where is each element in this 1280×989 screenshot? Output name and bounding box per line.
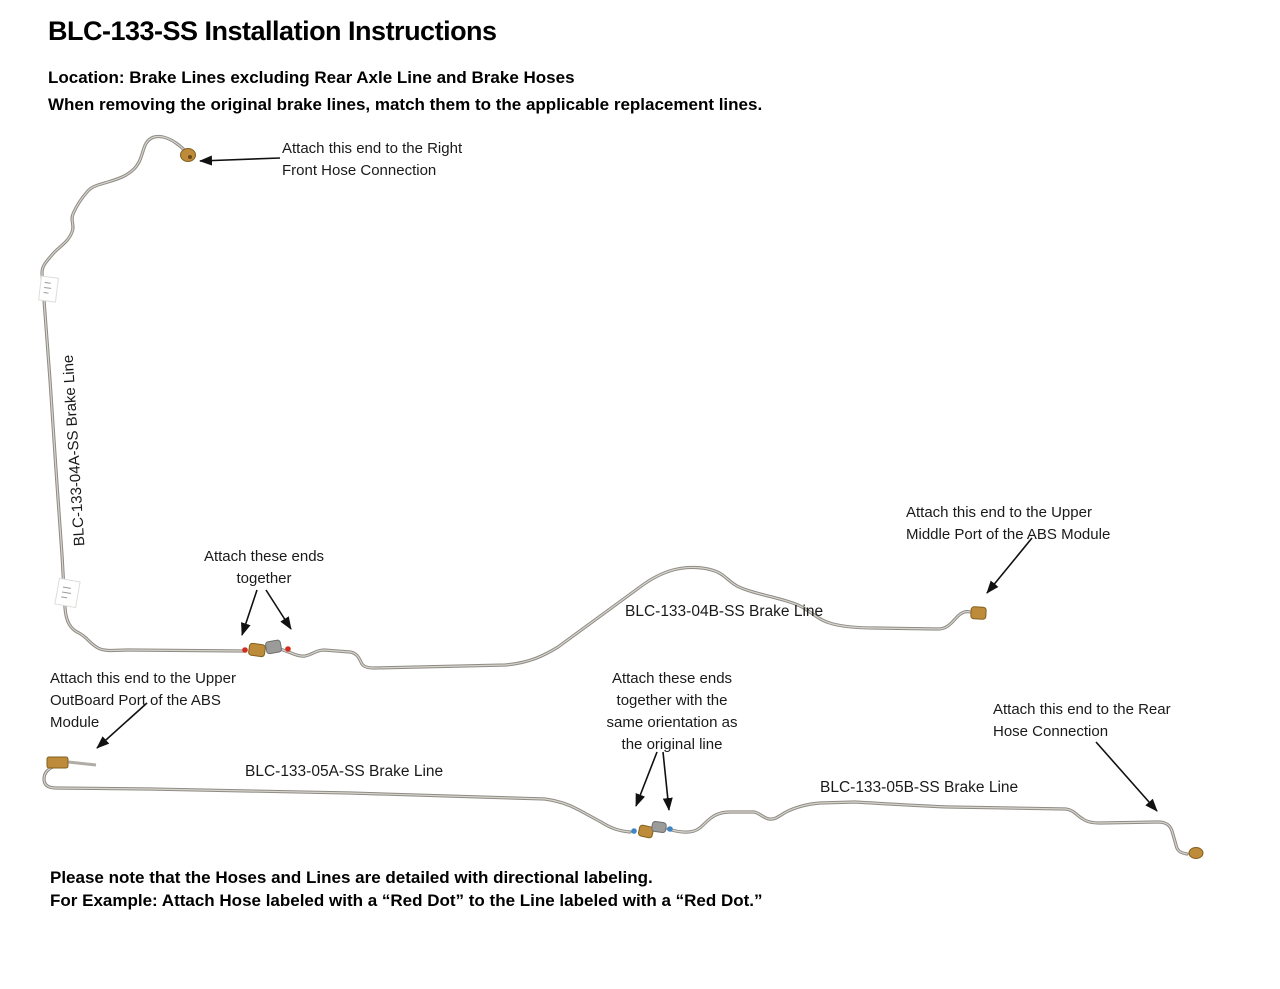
arrow-rear-hose	[1095, 741, 1158, 812]
callout-upper-middle-port: Attach this end to the Upper Middle Port…	[906, 504, 1111, 543]
fitting-04b-left-end	[265, 639, 282, 655]
location-line: Location: Brake Lines excluding Rear Axl…	[48, 68, 575, 87]
arrow-upper-middle-port	[986, 537, 1033, 594]
arrow-ends-together-right	[265, 589, 292, 630]
callout-rear-hose: Attach this end to the Rear Hose Connect…	[993, 701, 1171, 740]
instruction-line: When removing the original brake lines, …	[48, 95, 763, 114]
page-title: BLC-133-SS Installation Instructions	[48, 16, 497, 46]
arrow-orientation-right	[662, 751, 673, 811]
blue-dot-marker	[631, 828, 637, 834]
red-dot-marker	[285, 646, 291, 652]
brake-line-05b-tube	[666, 800, 1189, 856]
callout-right-front-hose: Attach this end to the Right Front Hose …	[282, 140, 463, 179]
callout-ends-together-orientation: Attach these ends together with the same…	[606, 670, 738, 753]
red-dot-marker	[242, 647, 248, 653]
callout-upper-outboard-port: Attach this end to the Upper OutBoard Po…	[50, 670, 236, 731]
footer-note-directional-labeling: Please note that the Hoses and Lines are…	[50, 868, 653, 887]
footer-note-red-dot-example: For Example: Attach Hose labeled with a …	[50, 891, 763, 910]
arrow-ends-together-left	[241, 589, 258, 636]
callout-ends-together: Attach these ends together	[203, 548, 325, 587]
fitting-04a-lower-end	[248, 642, 266, 658]
fitting-05a-left-end	[46, 756, 97, 769]
part-tag	[54, 577, 81, 609]
fitting-05a-right-end	[637, 824, 654, 839]
fitting-05b-right-end	[1188, 847, 1204, 859]
arrow-orientation-left	[635, 751, 658, 807]
fitting-04b-right-end	[970, 606, 987, 620]
label-line-05a: BLC-133-05A-SS Brake Line	[245, 763, 444, 780]
arrow-right-front-hose	[199, 155, 281, 166]
label-line-05b: BLC-133-05B-SS Brake Line	[820, 779, 1019, 796]
part-tag	[38, 275, 59, 303]
arrow-upper-outboard-port	[96, 702, 148, 749]
fitting-05b-left-end	[651, 820, 667, 834]
blue-dot-marker	[667, 826, 673, 832]
label-line-04b: BLC-133-04B-SS Brake Line	[625, 603, 824, 620]
fitting-04a-right-front	[180, 148, 196, 162]
